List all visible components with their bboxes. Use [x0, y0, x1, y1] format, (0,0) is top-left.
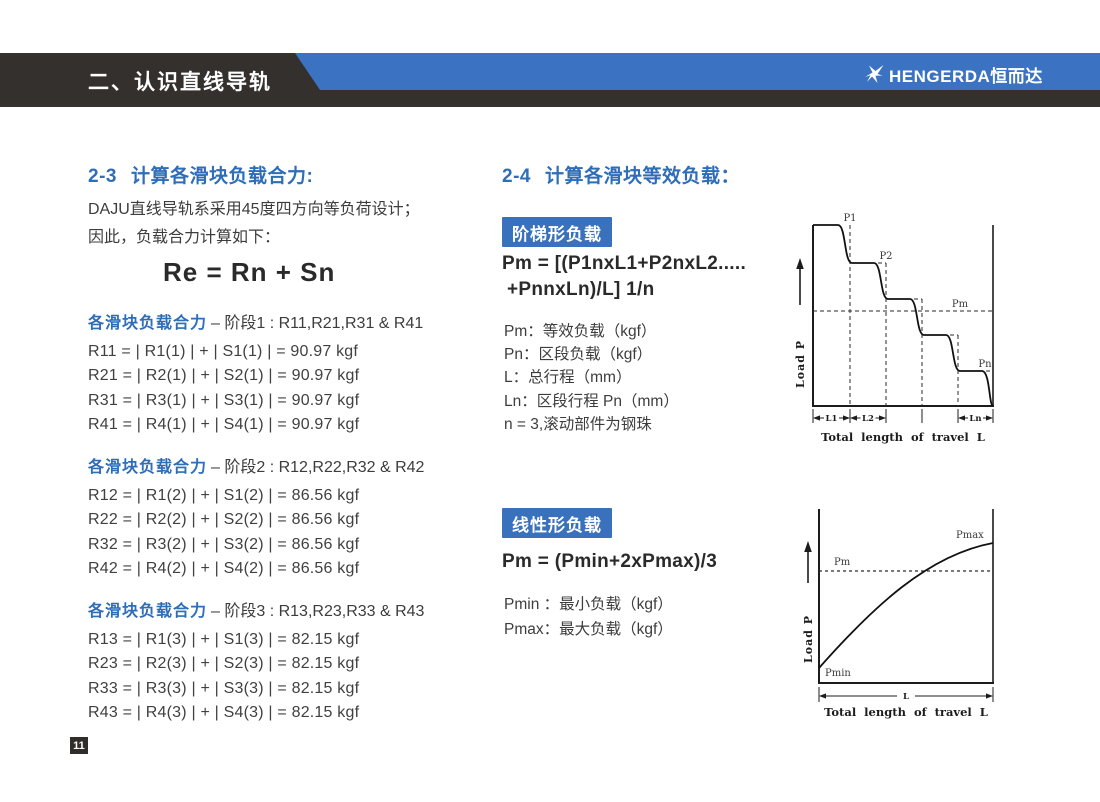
svg-text:Load P: Load P [794, 340, 807, 388]
segment-arrows: L1 L2 Ln [813, 412, 993, 424]
linear-load-formula: Pm = (Pmin+2xPmax)/3 [502, 551, 718, 572]
section-2-4-title: 计算各滑块等效负载： [544, 166, 740, 187]
l1-label: L1 [826, 414, 838, 424]
linear-load-curve [818, 542, 994, 669]
equation-row: R21 = | R2(1) | + | S2(1) | = 90.97 kgf [88, 367, 360, 385]
note-line: Pmin ：最小负载（kgf） [504, 596, 673, 613]
block-heading-rest: – 阶段1 : R11,R21,R31 & R41 [211, 315, 424, 332]
page-title: 二、认识直线导轨 [88, 71, 272, 94]
stepped-load-chart: Load P P1 P2 Pm Pn [788, 210, 1044, 455]
equation-row: R31 = | R3(1) | + | S3(1) | = 90.97 kgf [88, 391, 360, 409]
svg-text:Load P: Load P [802, 615, 815, 663]
stepped-load-formula: Pm = [(P1nxL1+P2nxL2..... +PnnxLn)/L] 1/… [502, 251, 746, 303]
block-heading-blue: 各滑块负载合力 [88, 315, 208, 332]
section-2-4-heading: 2-4 计算各滑块等效负载： [502, 161, 740, 188]
equation-row: R41 = | R4(1) | + | S4(1) | = 90.97 kgf [88, 415, 360, 433]
p2-label: P2 [879, 251, 892, 262]
stepped-formula-line-1: Pm = [(P1nxL1+P2nxL2..... [502, 253, 747, 274]
block-heading-rest: – 阶段2 : R12,R22,R32 & R42 [211, 459, 425, 476]
equation-row: R32 = | R3(2) | + | S3(2) | = 86.56 kgf [88, 535, 360, 553]
note-line: Pmax：最大负载（kgf） [504, 621, 673, 638]
equation-row: R11 = | R1(1) | + | S1(1) | = 90.97 kgf [88, 343, 359, 360]
resultant-force-formula: Re = Rn + Sn [163, 257, 336, 287]
pmin-label: Pmin [825, 668, 851, 679]
header-blue-bar [295, 53, 1100, 90]
equation-row: R43 = | R4(3) | + | S4(3) | = 82.15 kgf [88, 703, 360, 721]
chart1-x-axis-caption: Total length of travel L [821, 430, 985, 444]
stepped-load-badge: 阶梯形负载 [502, 217, 612, 247]
note-line: Pn：区段负载（kgf） [504, 346, 653, 364]
y-axis-label: Load P [802, 541, 815, 663]
l2-label: L2 [862, 414, 874, 424]
p1-label: P1 [843, 213, 856, 224]
ln-label: Ln [969, 414, 981, 424]
block-heading-rest: – 阶段3 : R13,R23,R33 & R43 [211, 603, 425, 620]
block-heading-blue: 各滑块负载合力 [88, 459, 208, 476]
section-2-4-number: 2-4 [502, 166, 531, 187]
intro-line-1: DAJU直线导轨系采用45度四方向等负荷设计； [88, 201, 420, 218]
equation-row: R13 = | R1(3) | + | S1(3) | = 82.15 kgf [88, 631, 360, 648]
linear-load-chart: Load P Pm Pmax Pmin L Total leng [788, 495, 1044, 730]
linear-load-notes: Pmin ：最小负载（kgf） Pmax：最大负载（kgf） [504, 592, 673, 642]
length-arrow: L [818, 687, 994, 702]
pmax-label: Pmax [956, 530, 984, 541]
equation-row: R12 = | R1(2) | + | S1(2) | = 86.56 kgf [88, 487, 360, 504]
equation-row: R23 = | R2(3) | + | S2(3) | = 82.15 kgf [88, 655, 360, 673]
linear-load-badge: 线性形负载 [502, 508, 612, 538]
chart2-x-axis-caption: Total length of travel L [824, 705, 988, 719]
note-line: n = 3,滚动部件为钢珠 [504, 415, 652, 433]
segment-ticks [812, 409, 994, 423]
equation-row: R42 = | R4(2) | + | S4(2) | = 86.56 kgf [88, 559, 360, 577]
brand-name: HENGERDA恒而达 [889, 66, 1043, 86]
intro-paragraph: DAJU直线导轨系采用45度四方向等负荷设计； 因此，负载合力计算如下： [88, 196, 420, 252]
block-heading: 各滑块负载合力 – 阶段1 : R11,R21,R31 & R41 [88, 313, 478, 335]
block-heading: 各滑块负载合力 – 阶段3 : R13,R23,R33 & R43 [88, 601, 478, 623]
note-line: Ln：区段行程 Pn（mm） [504, 392, 679, 410]
equation-row: R22 = | R2(2) | + | S2(2) | = 86.56 kgf [88, 511, 360, 529]
stepped-formula-line-2: +PnnxLn)/L] 1/n [507, 279, 655, 300]
load-block-stage2: 各滑块负载合力 – 阶段2 : R12,R22,R32 & R42 R12 = |… [88, 457, 478, 581]
l-label: L [903, 692, 909, 702]
pm-label: Pm [834, 557, 851, 568]
stepped-load-notes: Pm：等效负载（kgf） Pn：区段负载（kgf） L：总行程（mm） Ln：区… [504, 320, 679, 436]
y-axis-label: Load P [794, 258, 807, 388]
pm-label: Pm [952, 299, 969, 310]
pn-label: Pn [978, 359, 992, 370]
page-number-badge: 11 [70, 737, 88, 754]
load-block-stage3: 各滑块负载合力 – 阶段3 : R13,R23,R33 & R43 R13 = |… [88, 601, 478, 725]
block-heading-blue: 各滑块负载合力 [88, 603, 208, 620]
brand-bird-icon [862, 62, 886, 86]
intro-line-2: 因此，负载合力计算如下： [88, 229, 281, 246]
stepped-load-curve [813, 224, 994, 407]
load-block-stage1: 各滑块负载合力 – 阶段1 : R11,R21,R31 & R41 R11 = |… [88, 313, 478, 437]
brand-logo: HENGERDA恒而达 [862, 60, 1043, 88]
note-line: L：总行程（mm） [504, 369, 632, 387]
section-2-3-number: 2-3 [88, 166, 117, 187]
block-heading: 各滑块负载合力 – 阶段2 : R12,R22,R32 & R42 [88, 457, 478, 479]
section-2-3-heading: 2-3 计算各滑块负载合力: [88, 161, 313, 188]
equation-row: R33 = | R3(3) | + | S3(3) | = 82.15 kgf [88, 679, 360, 697]
note-line: Pm：等效负载（kgf） [504, 323, 657, 340]
step-guides [813, 225, 993, 406]
section-2-3-title: 计算各滑块负载合力: [130, 166, 314, 187]
